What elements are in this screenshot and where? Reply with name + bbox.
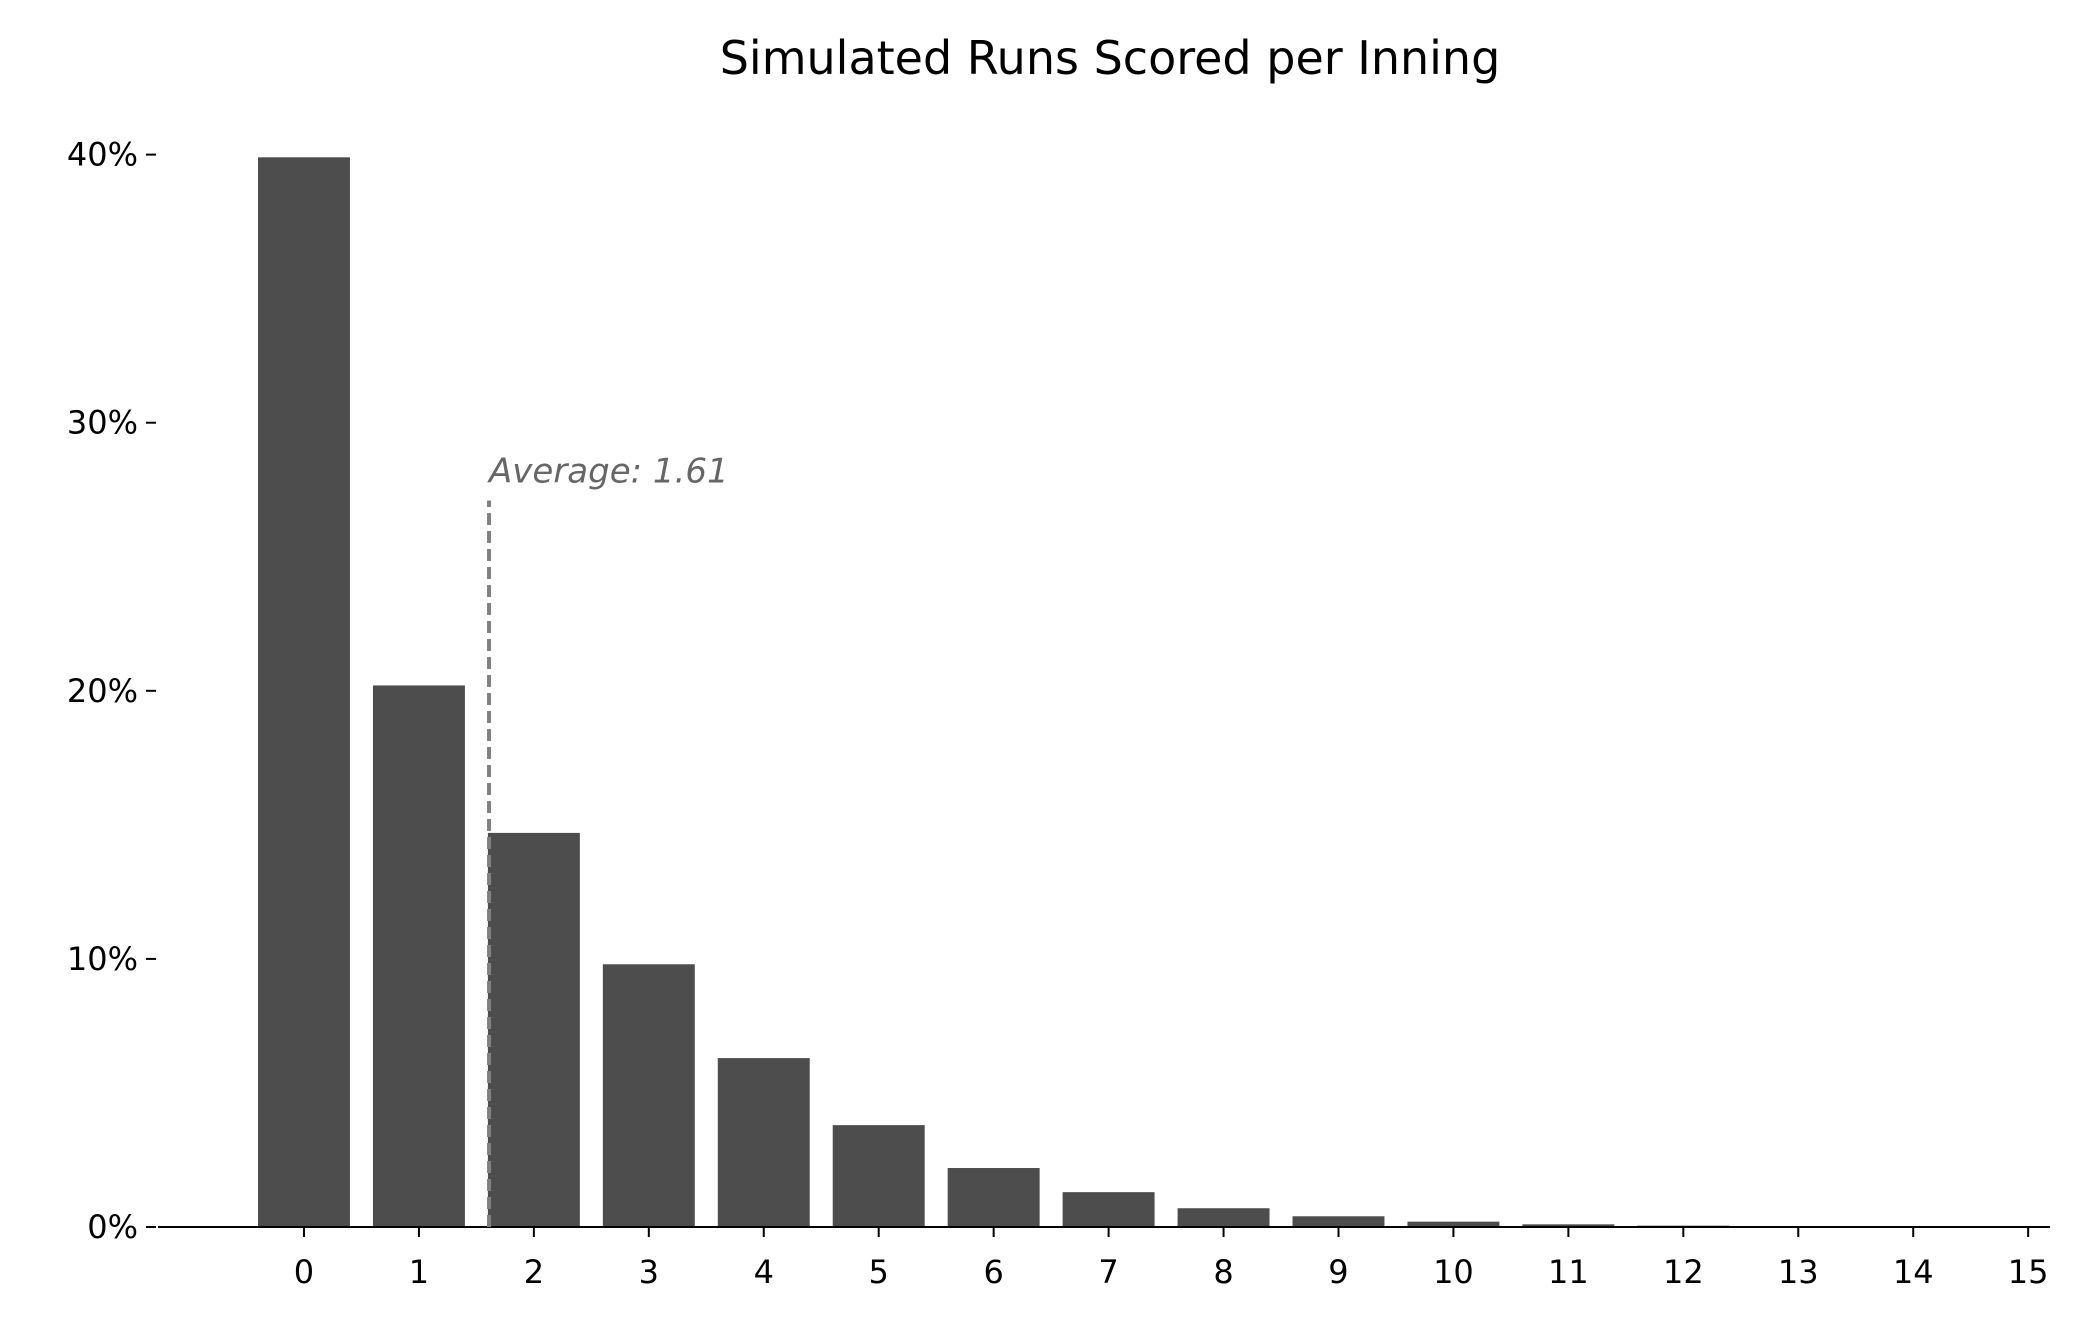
bar bbox=[487, 832, 580, 1227]
bar bbox=[602, 964, 695, 1227]
y-tick-label: 30% bbox=[67, 404, 138, 442]
x-tick-label: 0 bbox=[294, 1253, 314, 1291]
y-tick-label: 20% bbox=[67, 672, 138, 710]
y-tick-label: 10% bbox=[67, 940, 138, 978]
x-tick-label: 5 bbox=[869, 1253, 889, 1291]
x-tick-label: 12 bbox=[1663, 1253, 1704, 1291]
bar bbox=[1062, 1192, 1155, 1227]
x-tick-label: 3 bbox=[639, 1253, 659, 1291]
x-tick-label: 10 bbox=[1433, 1253, 1474, 1291]
x-tick-label: 14 bbox=[1893, 1253, 1934, 1291]
x-tick-label: 6 bbox=[983, 1253, 1003, 1291]
average-label: Average: 1.61 bbox=[487, 451, 729, 491]
bar bbox=[947, 1168, 1040, 1227]
bar bbox=[717, 1058, 810, 1227]
x-tick-label: 4 bbox=[754, 1253, 774, 1291]
x-tick-label: 2 bbox=[524, 1253, 544, 1291]
x-tick-label: 9 bbox=[1328, 1253, 1348, 1291]
bar bbox=[372, 685, 465, 1227]
bar bbox=[258, 157, 350, 1227]
chart-title: Simulated Runs Scored per Inning bbox=[720, 31, 1501, 85]
y-tick-label: 40% bbox=[67, 136, 138, 174]
x-tick-label: 13 bbox=[1778, 1253, 1819, 1291]
bar bbox=[1407, 1221, 1500, 1227]
x-tick-label: 15 bbox=[2008, 1253, 2049, 1291]
x-tick-label: 8 bbox=[1213, 1253, 1233, 1291]
x-tick-label: 1 bbox=[409, 1253, 429, 1291]
y-tick-label: 0% bbox=[87, 1208, 138, 1246]
bar bbox=[1292, 1216, 1385, 1227]
x-tick-label: 7 bbox=[1098, 1253, 1118, 1291]
x-tick-label: 11 bbox=[1548, 1253, 1589, 1291]
bar bbox=[1177, 1208, 1270, 1227]
bar bbox=[1522, 1224, 1615, 1227]
bar bbox=[832, 1125, 925, 1227]
